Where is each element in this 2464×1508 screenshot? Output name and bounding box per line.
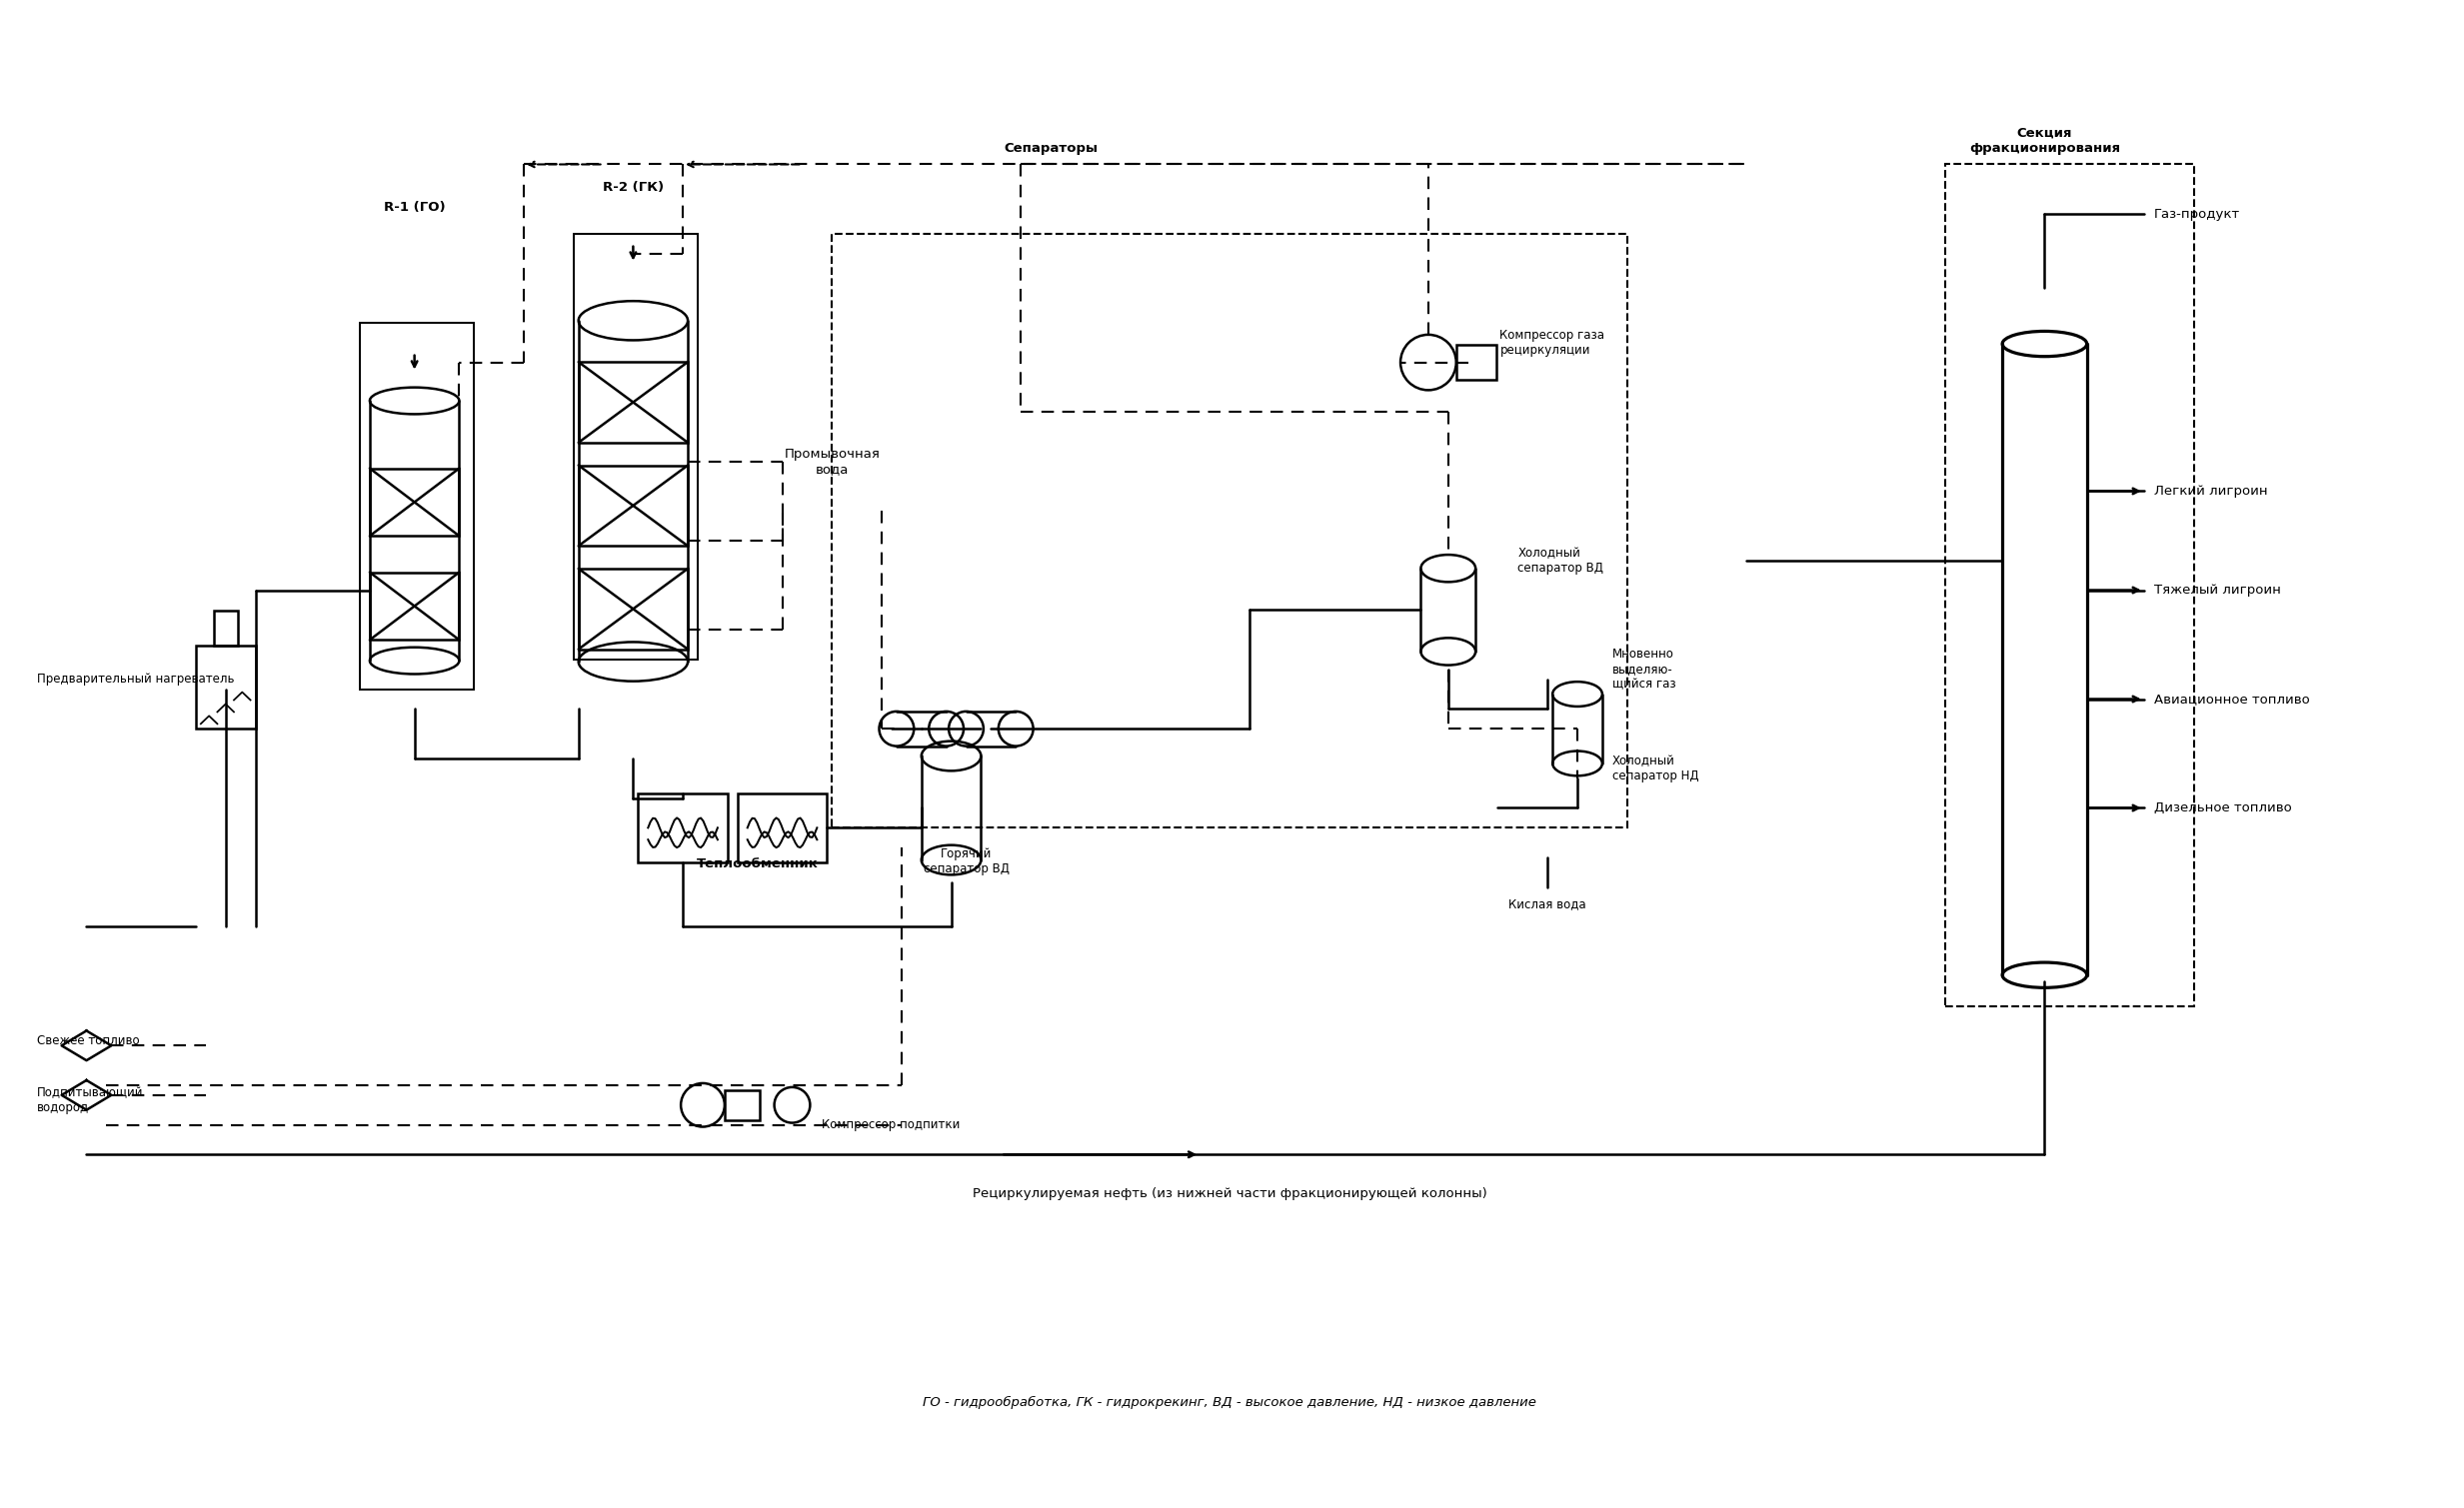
Text: Горячий
сепаратор ВД: Горячий сепаратор ВД [924,847,1010,876]
Bar [579,569,687,650]
Text: Предварительный нагреватель: Предварительный нагреватель [37,673,234,686]
Text: Холодный
сепаратор НД: Холодный сепаратор НД [1611,754,1698,783]
Bar [370,573,458,639]
Text: Подпитывающий
водород: Подпитывающий водород [37,1086,143,1114]
Bar [737,793,828,863]
Bar [1944,164,2193,1006]
Bar [574,234,697,659]
Text: Авиационное топливо: Авиационное топливо [2154,692,2309,706]
Bar [724,1090,759,1120]
Text: Рециркулируемая нефть (из нижней части фракционирующей колонны): Рециркулируемая нефть (из нижней части ф… [973,1188,1486,1200]
Bar [638,793,727,863]
Bar [833,234,1626,828]
Text: Компрессор газа
рециркуляции: Компрессор газа рециркуляции [1501,329,1604,356]
Text: ГО - гидрообработка, ГК - гидрокрекинг, ВД - высокое давление, НД - низкое давле: ГО - гидрообработка, ГК - гидрокрекинг, … [922,1395,1538,1408]
Bar [579,362,687,442]
Text: Тяжелый лигроин: Тяжелый лигроин [2154,584,2282,597]
Text: R-2 (ГК): R-2 (ГК) [604,181,663,195]
Text: Теплообменник: Теплообменник [697,858,818,870]
Text: R-1 (ГО): R-1 (ГО) [384,201,446,214]
Text: Дизельное топливо: Дизельное топливо [2154,801,2292,814]
Bar [370,469,458,535]
Text: Газ-продукт: Газ-продукт [2154,208,2240,220]
Text: Свежее топливо: Свежее топливо [37,1034,140,1047]
Text: Сепараторы: Сепараторы [1003,142,1096,154]
Bar [360,323,473,689]
Bar [579,466,687,546]
Bar [214,611,237,645]
Text: Легкий лигроин: Легкий лигроин [2154,484,2267,498]
Text: Кислая вода: Кислая вода [1508,897,1587,909]
Bar [1456,344,1496,380]
Text: Мновенно
выделяю-
щийся газ: Мновенно выделяю- щийся газ [1611,648,1676,691]
Text: Промывочная
вода: Промывочная вода [784,448,880,475]
Text: Компрессор подпитки: Компрессор подпитки [823,1119,961,1131]
Text: Холодный
сепаратор ВД: Холодный сепаратор ВД [1518,546,1604,575]
Text: Секция
фракционирования: Секция фракционирования [1969,127,2119,154]
Bar [195,645,256,728]
